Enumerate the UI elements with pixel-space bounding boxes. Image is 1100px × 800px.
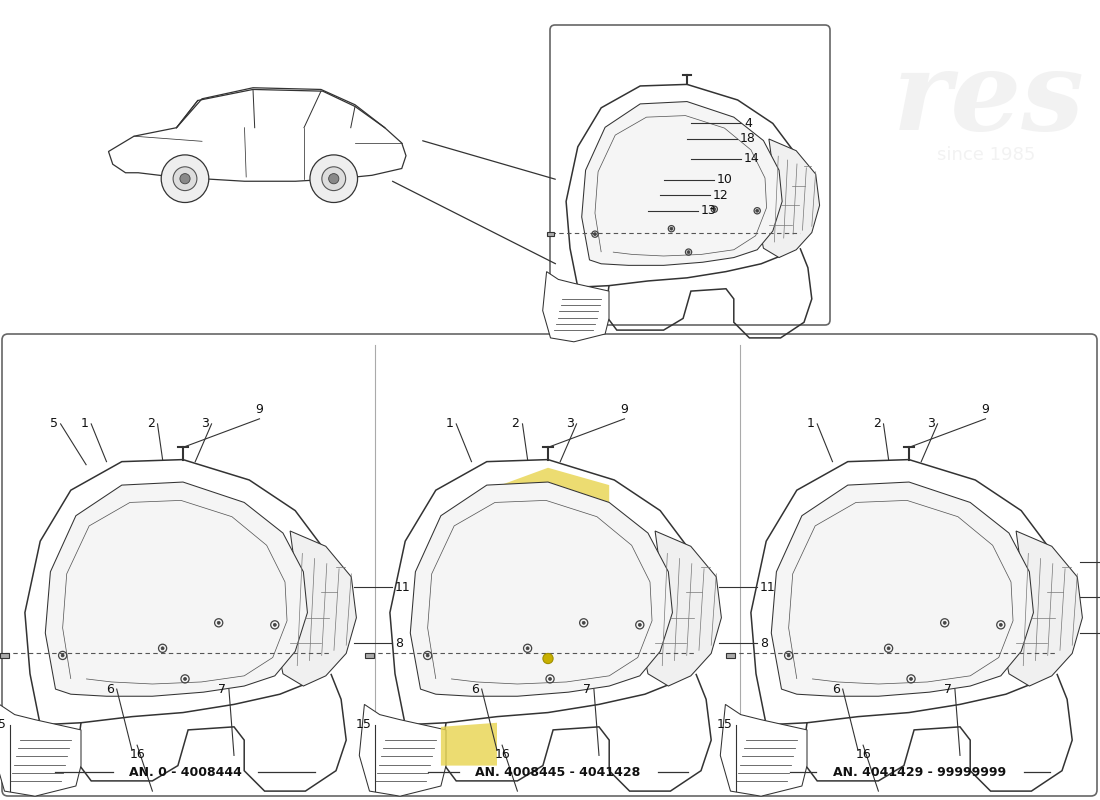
Text: 10: 10 <box>716 173 733 186</box>
Circle shape <box>173 167 197 190</box>
Circle shape <box>310 155 358 202</box>
Circle shape <box>943 622 946 624</box>
Circle shape <box>180 174 190 184</box>
Polygon shape <box>641 531 722 686</box>
Text: 8: 8 <box>760 637 768 650</box>
Text: 16: 16 <box>494 748 510 762</box>
Polygon shape <box>720 705 807 796</box>
Circle shape <box>594 233 596 236</box>
Circle shape <box>688 250 690 254</box>
Bar <box>548 232 553 236</box>
Text: 9: 9 <box>981 403 989 416</box>
Text: 12: 12 <box>713 189 728 202</box>
Circle shape <box>756 210 759 212</box>
Polygon shape <box>0 705 81 796</box>
Text: 5: 5 <box>50 418 57 430</box>
Text: 9: 9 <box>255 403 263 416</box>
Text: 6: 6 <box>471 682 478 695</box>
Circle shape <box>526 646 529 650</box>
Text: 16: 16 <box>855 748 871 762</box>
Circle shape <box>638 623 641 626</box>
Polygon shape <box>45 482 307 696</box>
Circle shape <box>184 678 187 680</box>
Text: 9: 9 <box>620 403 628 416</box>
Text: 3: 3 <box>200 418 209 430</box>
Polygon shape <box>566 84 812 287</box>
Text: res: res <box>893 46 1085 154</box>
Polygon shape <box>389 459 712 725</box>
Text: AN. 0 - 4008444: AN. 0 - 4008444 <box>129 766 241 778</box>
Polygon shape <box>542 272 609 342</box>
FancyBboxPatch shape <box>550 25 830 325</box>
Text: 13: 13 <box>701 204 717 218</box>
Text: 3: 3 <box>926 418 935 430</box>
Circle shape <box>543 654 553 664</box>
Text: 14: 14 <box>744 152 760 165</box>
Text: 7: 7 <box>583 682 591 695</box>
Polygon shape <box>360 705 446 796</box>
Text: 2: 2 <box>512 418 519 430</box>
Polygon shape <box>410 482 672 696</box>
Circle shape <box>887 646 890 650</box>
Circle shape <box>582 622 585 624</box>
Circle shape <box>999 623 1002 626</box>
Polygon shape <box>441 722 497 766</box>
Text: 2: 2 <box>872 418 880 430</box>
Text: 1: 1 <box>446 418 453 430</box>
Polygon shape <box>582 102 782 266</box>
Polygon shape <box>751 459 1072 725</box>
Circle shape <box>329 174 339 184</box>
Text: 8: 8 <box>395 637 403 650</box>
Text: 3: 3 <box>565 418 573 430</box>
Text: a passion for parts since 1985: a passion for parts since 1985 <box>473 343 888 617</box>
Text: 15: 15 <box>0 718 7 731</box>
Text: 15: 15 <box>717 718 733 731</box>
Polygon shape <box>1003 531 1082 686</box>
Circle shape <box>161 646 164 650</box>
Circle shape <box>426 654 429 657</box>
Polygon shape <box>771 482 1033 696</box>
FancyBboxPatch shape <box>2 334 1097 796</box>
Polygon shape <box>109 88 406 182</box>
Text: 15: 15 <box>355 718 372 731</box>
Circle shape <box>788 654 790 657</box>
Text: 7: 7 <box>944 682 952 695</box>
Text: AN. 4008445 - 4041428: AN. 4008445 - 4041428 <box>475 766 640 778</box>
Bar <box>365 653 374 658</box>
Polygon shape <box>487 468 609 502</box>
Text: 7: 7 <box>218 682 226 695</box>
Circle shape <box>670 227 673 230</box>
Text: 1: 1 <box>80 418 88 430</box>
Circle shape <box>273 623 276 626</box>
Text: 11: 11 <box>395 581 411 594</box>
Text: 16: 16 <box>129 748 145 762</box>
Circle shape <box>713 208 716 210</box>
Text: 11: 11 <box>760 581 775 594</box>
Circle shape <box>62 654 64 657</box>
Circle shape <box>217 622 220 624</box>
Text: 2: 2 <box>146 418 154 430</box>
Circle shape <box>162 155 209 202</box>
Circle shape <box>910 678 913 680</box>
Text: AN. 4041429 - 99999999: AN. 4041429 - 99999999 <box>834 766 1006 778</box>
Circle shape <box>549 678 551 680</box>
Text: 18: 18 <box>740 133 756 146</box>
Text: since 1985: since 1985 <box>936 146 1035 164</box>
Polygon shape <box>759 139 820 258</box>
Text: 6: 6 <box>106 682 113 695</box>
Polygon shape <box>25 459 346 725</box>
Text: 6: 6 <box>832 682 839 695</box>
Text: 1: 1 <box>806 418 814 430</box>
Polygon shape <box>277 531 356 686</box>
Circle shape <box>322 167 345 190</box>
Bar <box>726 653 735 658</box>
Text: 4: 4 <box>744 117 751 130</box>
Bar <box>0 653 9 658</box>
